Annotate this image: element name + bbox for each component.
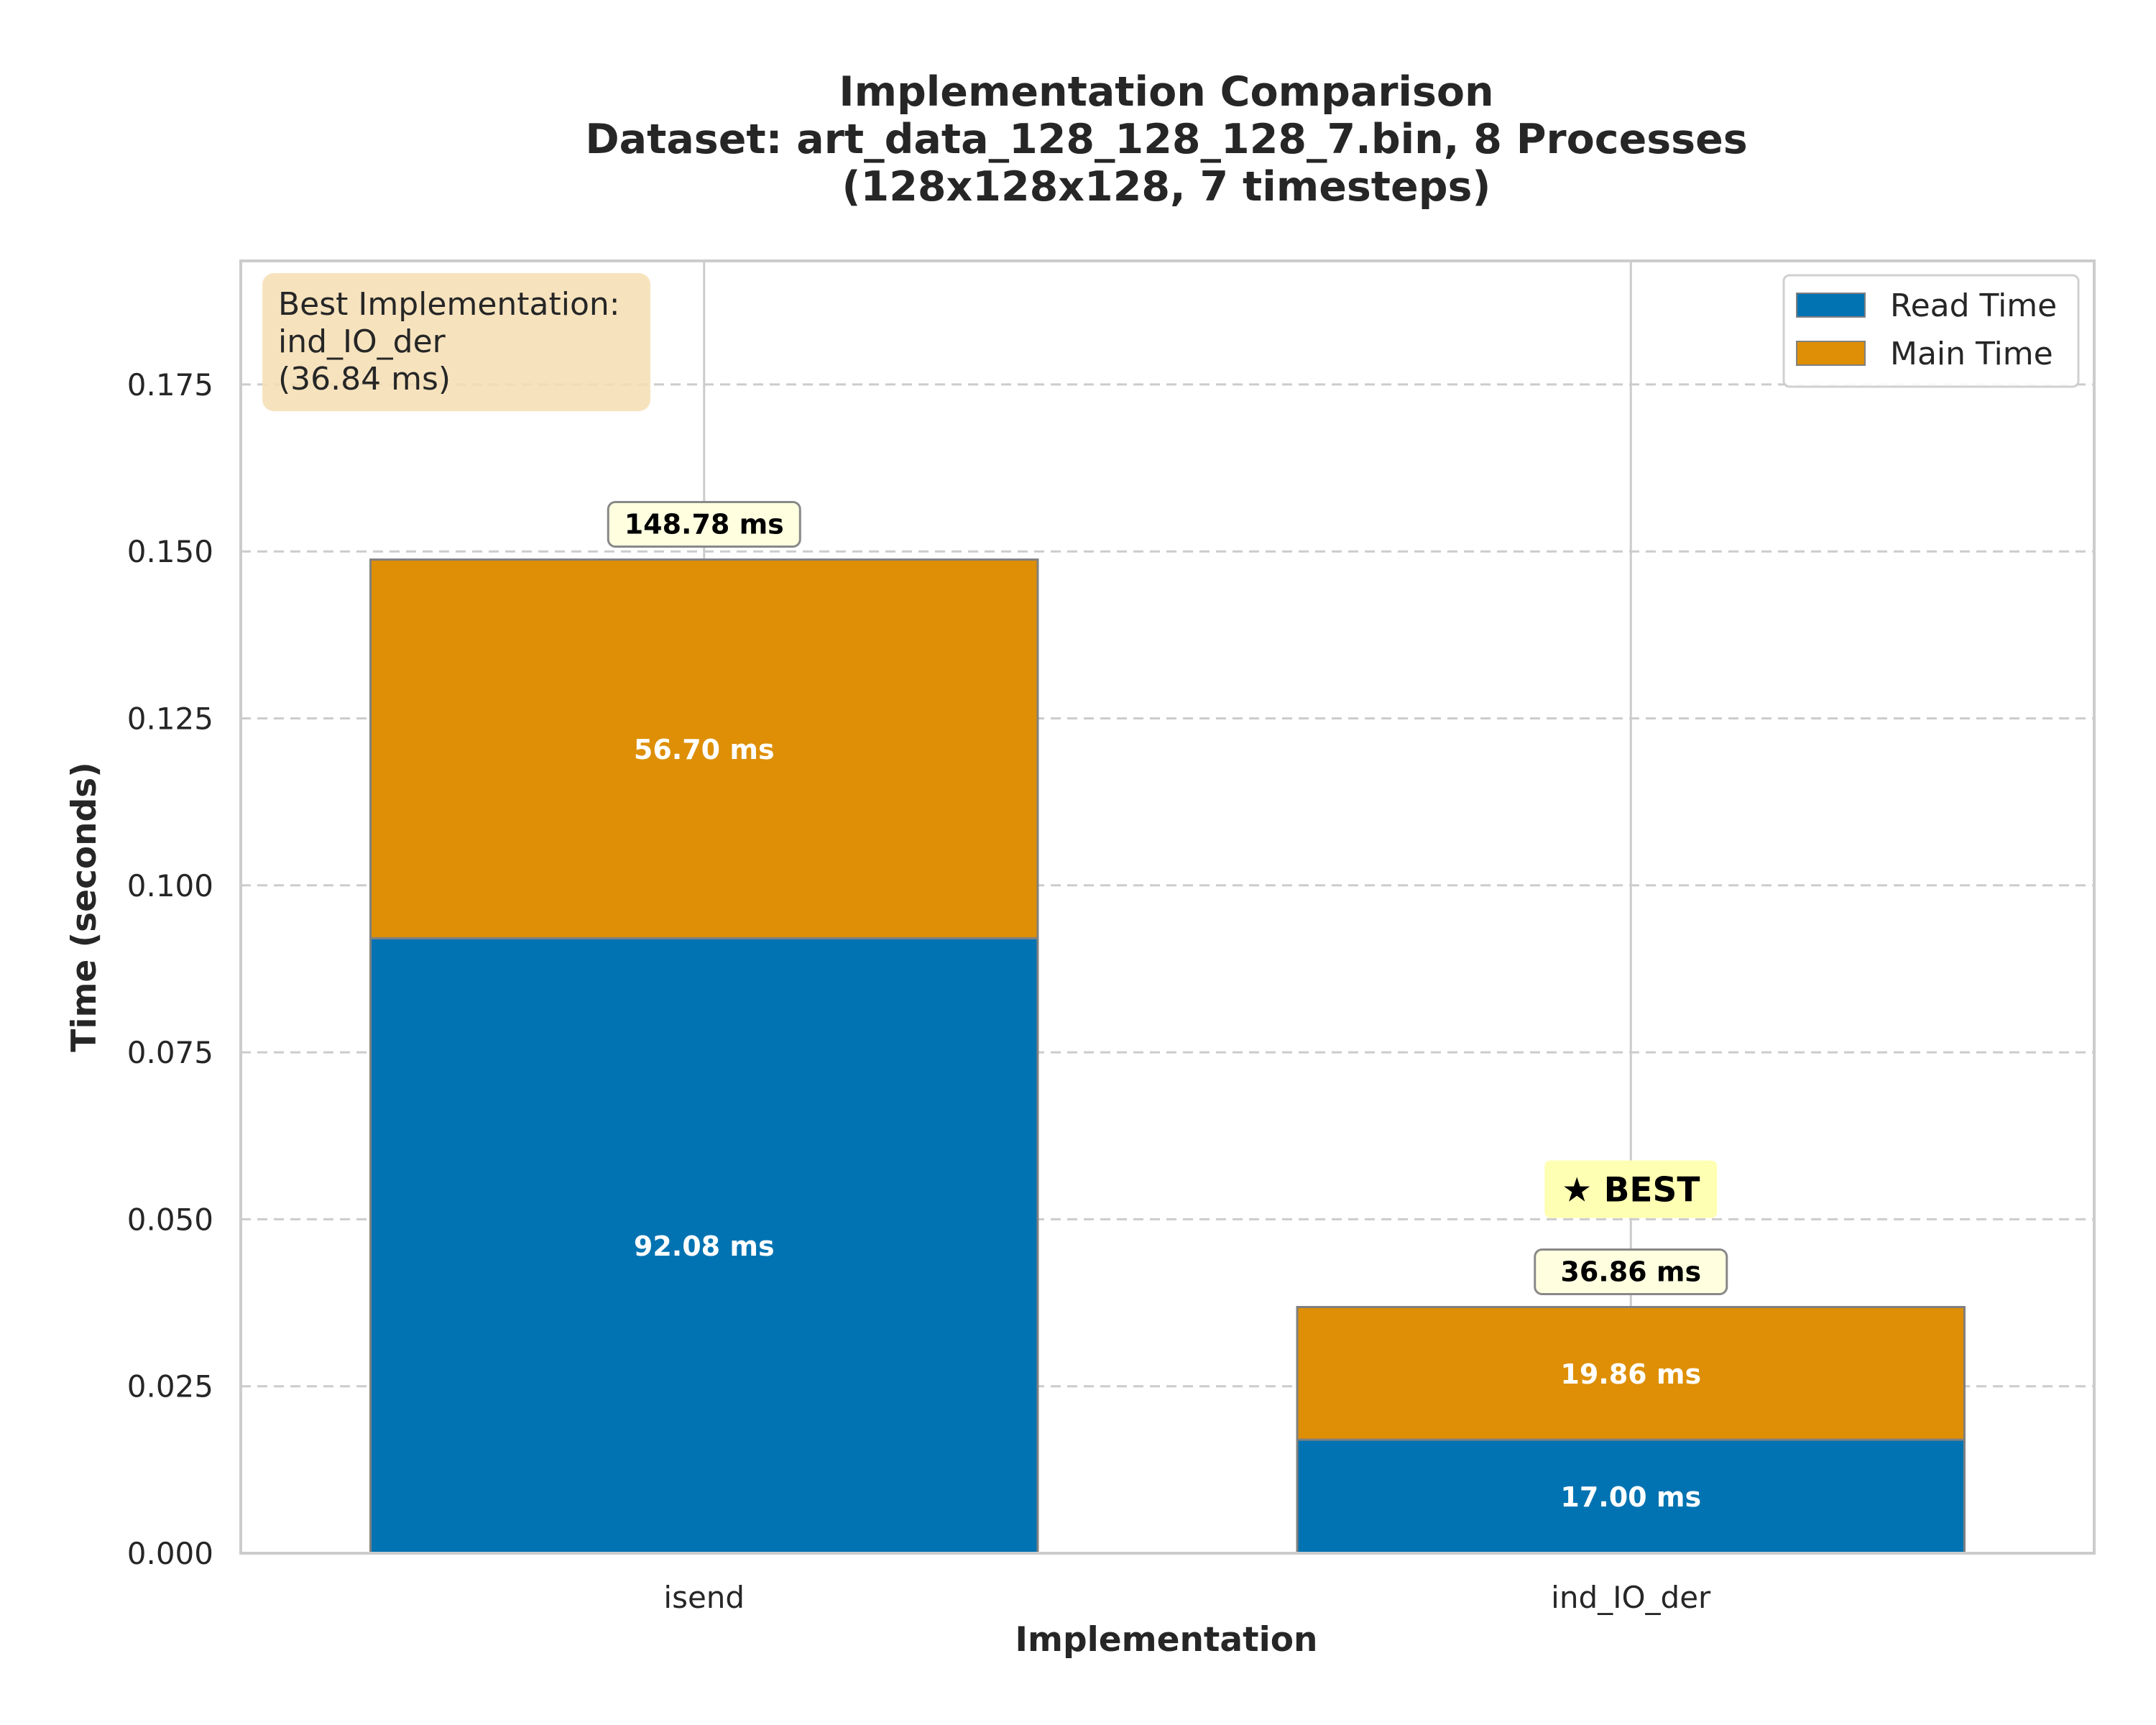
segment-value-label: 56.70 ms (634, 734, 775, 765)
legend-swatch-main-time (1796, 341, 1866, 366)
y-tick-label: 0.075 (127, 1035, 213, 1070)
info-box-line-3: (36.84 ms) (278, 361, 451, 397)
plot-frame (239, 259, 2096, 1555)
legend-label-main-time: Main Time (1890, 336, 2053, 372)
segment-value-label: 17.00 ms (1560, 1481, 1701, 1513)
legend: Read Time Main Time (1782, 274, 2080, 388)
y-axis-label: Time (seconds) (65, 762, 104, 1052)
chart-title-line-2: Dataset: art_data_128_128_128_7.bin, 8 P… (585, 116, 1747, 163)
info-box-line-1: Best Implementation: (278, 286, 620, 323)
total-label-box (607, 501, 801, 548)
chart-title-line-3: (128x128x128, 7 timesteps) (842, 163, 1491, 211)
segment-value-label: 19.86 ms (1560, 1358, 1701, 1390)
y-axis-ticks: 0.000 0.025 0.050 0.075 0.100 0.125 0.150 0.175 (127, 367, 213, 1571)
bar-segment-read-time (1296, 1438, 1966, 1555)
x-axis-label: Implementation (1015, 1620, 1318, 1660)
y-tick-label: 0.175 (127, 367, 213, 402)
info-box-line-2: ind_IO_der (278, 323, 446, 360)
legend-swatch-read-time (1796, 293, 1866, 318)
legend-label-read-time: Read Time (1890, 288, 2057, 324)
x-tick-label: ind_IO_der (1551, 1580, 1711, 1615)
x-axis-ticks: isend ind_IO_der (663, 1580, 1711, 1615)
bar-segment-main-time (1296, 1305, 1966, 1441)
chart-title: Implementation Comparison Dataset: art_d… (585, 68, 1747, 211)
y-tick-label: 0.025 (127, 1369, 213, 1404)
bar-segment-main-time (369, 558, 1039, 939)
y-tick-label: 0.125 (127, 702, 213, 737)
total-value-label: 36.86 ms (1560, 1256, 1701, 1287)
segment-value-label: 92.08 ms (634, 1230, 775, 1262)
total-value-label: 148.78 ms (625, 509, 784, 540)
bar-labels: 92.08 ms 17.00 ms 56.70 ms 19.86 ms 148.78 m… (607, 501, 1728, 1513)
info-box: Best Implementation: ind_IO_der (36.84 m… (262, 273, 650, 411)
best-marker-box (1544, 1160, 1718, 1218)
best-marker-label: ★ BEST (1562, 1171, 1700, 1210)
y-tick-label: 0.000 (127, 1536, 213, 1571)
total-label-box (1534, 1248, 1728, 1295)
x-tick-label: isend (663, 1580, 745, 1615)
y-tick-label: 0.150 (127, 534, 213, 569)
y-tick-label: 0.100 (127, 868, 213, 903)
chart-title-line-1: Implementation Comparison (839, 68, 1493, 116)
info-box-background (262, 273, 650, 411)
y-tick-label: 0.050 (127, 1202, 213, 1237)
